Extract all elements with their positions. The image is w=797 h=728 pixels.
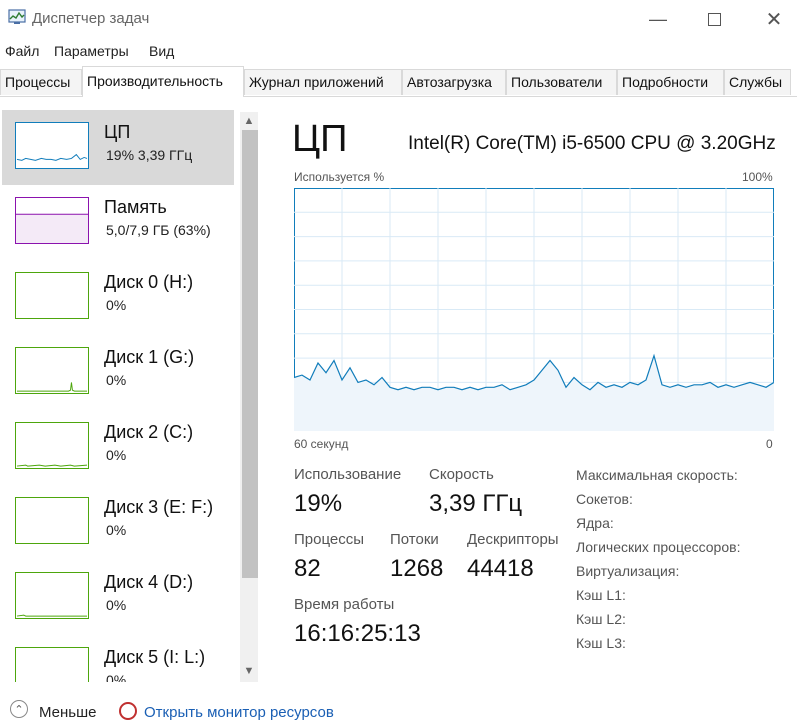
page-title: ЦП xyxy=(292,118,348,160)
resource-value: 0% xyxy=(106,297,127,313)
resource-item-cpu[interactable]: ЦП 19% 3,39 ГГц xyxy=(2,110,234,185)
disk-thumbnail xyxy=(15,497,89,544)
window-title: Диспетчер задач xyxy=(32,10,150,27)
graph-max-label: 100% xyxy=(742,170,773,184)
resource-name: Память xyxy=(104,197,167,217)
tab-performance[interactable]: Производительность xyxy=(82,66,244,97)
spec-cache-l3: Кэш L3: xyxy=(576,635,626,651)
resource-name: Диск 2 (C:) xyxy=(104,422,194,442)
chevron-up-icon: ▲ xyxy=(243,115,255,127)
maximize-button[interactable] xyxy=(691,0,737,38)
resource-value: 0% xyxy=(106,447,127,463)
spec-sockets: Сокетов: xyxy=(576,491,633,507)
uptime-label: Время работы xyxy=(294,596,395,613)
tab-processes[interactable]: Процессы xyxy=(0,69,82,95)
tab-details[interactable]: Подробности xyxy=(617,69,724,95)
graph-ylabel: Используется % xyxy=(294,170,385,184)
spec-logical-processors: Логических процессоров: xyxy=(576,539,741,555)
disk-thumbnail xyxy=(15,572,89,619)
tab-users[interactable]: Пользователи xyxy=(506,69,617,95)
resource-name: Диск 5 (I: L:) xyxy=(104,647,206,667)
resource-value: 19% 3,39 ГГц xyxy=(106,147,193,163)
task-manager-app-icon xyxy=(8,9,26,24)
usage-line xyxy=(294,353,774,391)
graph-time-end: 0 xyxy=(766,437,773,451)
scrollbar-thumb[interactable] xyxy=(242,130,258,578)
resource-name: ЦП xyxy=(104,122,131,142)
scroll-up-button[interactable]: ▲ xyxy=(240,112,258,130)
resource-item-memory[interactable]: Память 5,0/7,9 ГБ (63%) xyxy=(2,185,234,260)
threads-value: 1268 xyxy=(390,555,444,582)
memory-thumbnail xyxy=(15,197,89,244)
resource-value: 0% xyxy=(106,597,127,613)
disk-thumbnail xyxy=(15,422,89,469)
menu-file[interactable]: Файл xyxy=(5,43,40,59)
disk-thumbnail xyxy=(15,272,89,319)
disk-thumbnail xyxy=(15,647,89,682)
open-resource-monitor-link[interactable]: Открыть монитор ресурсов xyxy=(144,704,334,721)
resource-name: Диск 4 (D:) xyxy=(104,572,194,592)
resource-monitor-icon[interactable] xyxy=(119,702,137,720)
uptime-value: 16:16:25:13 xyxy=(294,620,421,647)
menu-view[interactable]: Вид xyxy=(149,43,175,59)
resource-item-disk-2[interactable]: Диск 2 (C:) 0% xyxy=(2,410,234,485)
resource-value: 5,0/7,9 ГБ (63%) xyxy=(106,222,211,238)
tab-services[interactable]: Службы xyxy=(724,69,791,95)
chevron-up-circle-icon[interactable]: ⌃ xyxy=(10,700,28,718)
graph-time-start: 60 секунд xyxy=(294,437,349,451)
tab-app-history[interactable]: Журнал приложений xyxy=(244,69,402,95)
spec-max-speed: Максимальная скорость: xyxy=(576,467,738,483)
resource-value: 0% xyxy=(106,372,127,388)
resource-list: ЦП 19% 3,39 ГГц Память 5,0/7,9 ГБ (63%) … xyxy=(0,110,240,682)
resource-item-disk-5[interactable]: Диск 5 (I: L:) 0% xyxy=(2,635,234,682)
usage-label: Использование xyxy=(294,466,402,483)
spec-cache-l2: Кэш L2: xyxy=(576,611,626,627)
tab-startup[interactable]: Автозагрузка xyxy=(402,69,506,95)
resource-item-disk-1[interactable]: Диск 1 (G:) 0% xyxy=(2,335,234,410)
resource-name: Диск 1 (G:) xyxy=(104,347,195,367)
resource-item-disk-4[interactable]: Диск 4 (D:) 0% xyxy=(2,560,234,635)
disk-thumbnail xyxy=(15,347,89,394)
menu-options[interactable]: Параметры xyxy=(54,43,129,59)
close-button[interactable]: ✕ xyxy=(751,0,797,38)
spec-virtualization: Виртуализация: xyxy=(576,563,680,579)
speed-value: 3,39 ГГц xyxy=(429,490,523,517)
usage-value: 19% xyxy=(294,490,343,517)
threads-label: Потоки xyxy=(390,531,439,548)
title-bar: Диспетчер задач — ✕ xyxy=(0,0,797,38)
scroll-down-button[interactable]: ▼ xyxy=(240,662,258,680)
spec-cache-l1: Кэш L1: xyxy=(576,587,626,603)
processes-value: 82 xyxy=(294,555,321,582)
minimize-icon: — xyxy=(649,8,667,29)
usage-area xyxy=(294,355,774,431)
resource-item-disk-0[interactable]: Диск 0 (H:) 0% xyxy=(2,260,234,335)
resource-value: 0% xyxy=(106,672,127,682)
speed-label: Скорость xyxy=(429,466,494,483)
chevron-down-icon: ▼ xyxy=(243,665,255,677)
resource-item-disk-3[interactable]: Диск 3 (E: F:) 0% xyxy=(2,485,234,560)
processes-label: Процессы xyxy=(294,531,365,548)
resource-value: 0% xyxy=(106,522,127,538)
close-icon: ✕ xyxy=(765,8,783,31)
fewer-details-button[interactable]: Меньше xyxy=(39,704,97,721)
resource-name: Диск 3 (E: F:) xyxy=(104,497,214,517)
cpu-model-name: Intel(R) Core(TM) i5-6500 CPU @ 3.20GHz xyxy=(408,133,776,154)
handles-label: Дескрипторы xyxy=(467,531,559,548)
resource-name: Диск 0 (H:) xyxy=(104,272,194,292)
handles-value: 44418 xyxy=(467,555,534,582)
minimize-button[interactable]: — xyxy=(635,0,681,38)
cpu-thumbnail xyxy=(15,122,89,169)
spec-cores: Ядра: xyxy=(576,515,614,531)
maximize-icon xyxy=(707,12,721,26)
cpu-usage-graph xyxy=(294,188,774,431)
